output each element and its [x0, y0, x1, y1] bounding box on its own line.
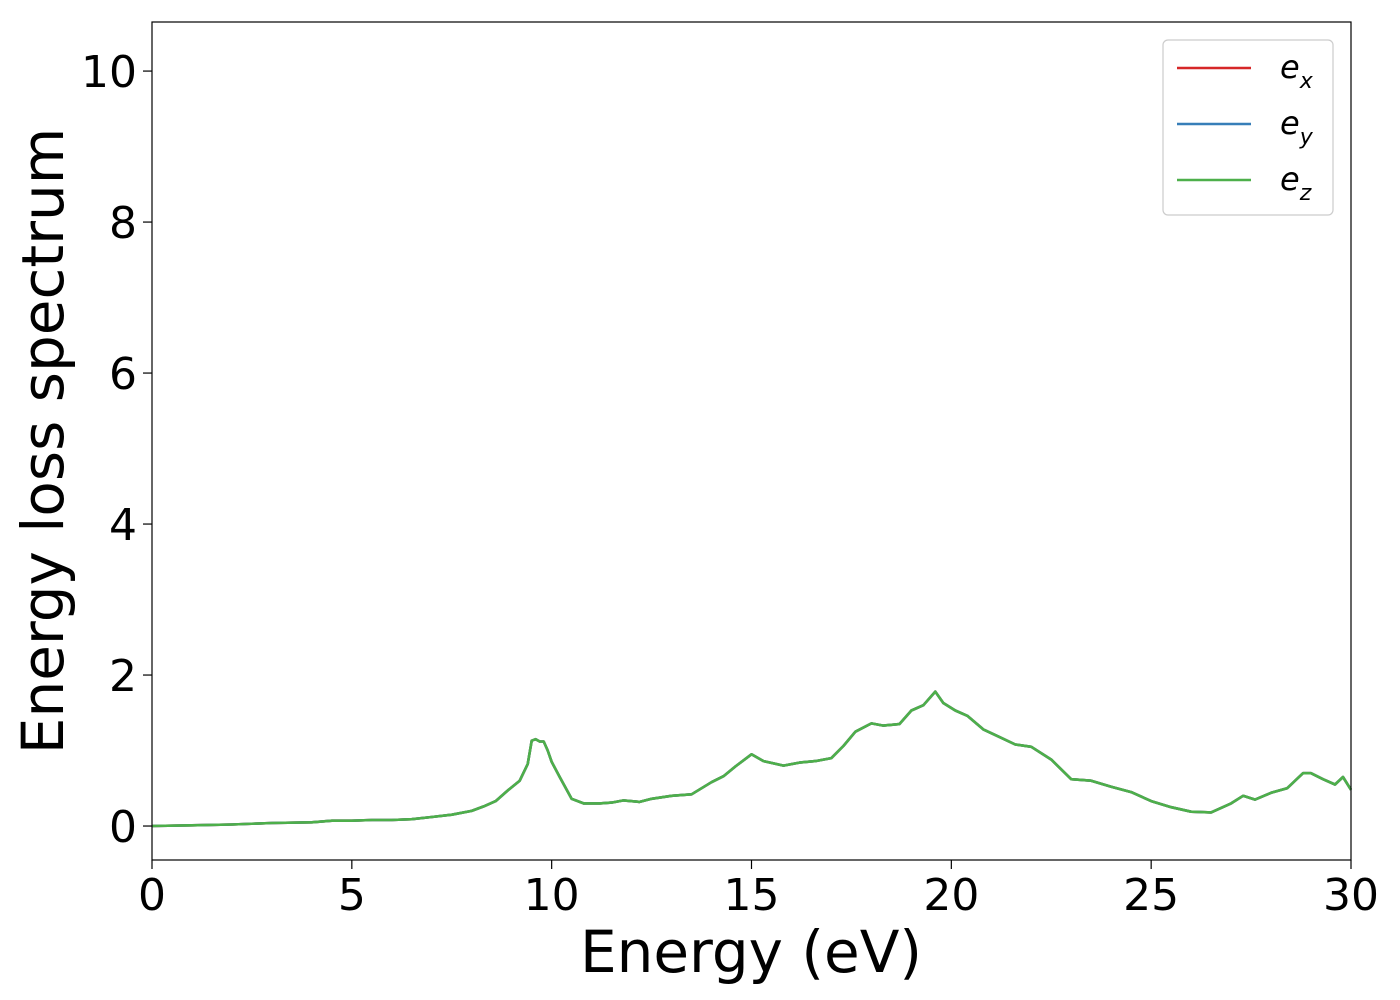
y-tick-label: 8: [109, 198, 137, 249]
x-tick-label: 5: [338, 870, 366, 921]
x-tick-label: 30: [1323, 870, 1379, 921]
y-tick-label: 0: [109, 802, 137, 853]
legend-box: [1162, 39, 1334, 216]
x-axis-ticks: 0 5 10 15 20 25 30: [138, 860, 1379, 921]
x-tick-label: 10: [524, 870, 580, 921]
x-tick-label: 20: [923, 870, 979, 921]
x-tick-label: 15: [724, 870, 780, 921]
y-axis-ticks: 0 2 4 6 8 10: [81, 47, 152, 853]
x-axis-label: Energy (eV): [580, 918, 922, 986]
series-line-z: [151, 690, 1353, 828]
y-tick-label: 4: [109, 500, 137, 551]
y-tick-label: 6: [109, 349, 137, 400]
x-tick-label: 0: [138, 870, 166, 921]
plot-lines: [151, 690, 1353, 828]
x-tick-label: 25: [1123, 870, 1179, 921]
y-tick-label: 2: [109, 651, 137, 702]
y-tick-label: 10: [81, 47, 137, 98]
y-axis-label: Energy loss spectrum: [9, 128, 77, 754]
